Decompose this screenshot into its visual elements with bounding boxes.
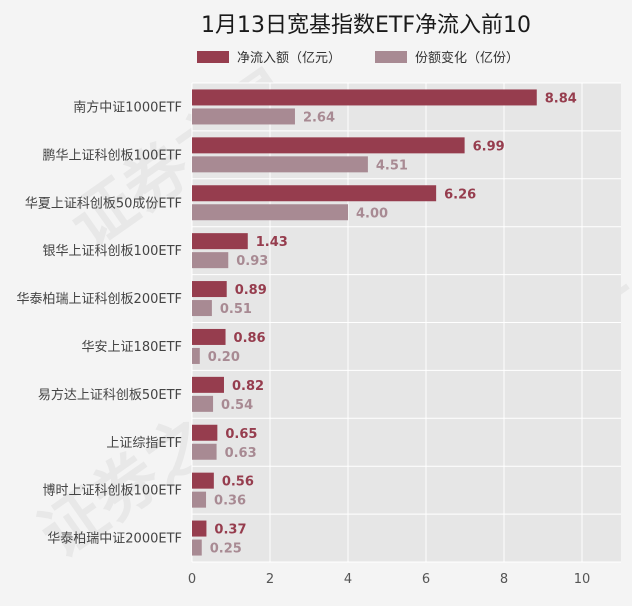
- category-label: 上证综指ETF: [106, 436, 182, 451]
- category-label: 华泰柏瑞中证2000ETF: [47, 532, 182, 547]
- data-label-net-inflow: 6.99: [473, 139, 505, 154]
- category-label: 南方中证1000ETF: [73, 99, 182, 115]
- data-label-share-change: 0.25: [210, 542, 242, 557]
- x-axis-ticks: 0 2 4 6 8 10: [188, 572, 590, 587]
- data-label-share-change: 0.36: [214, 494, 246, 509]
- data-label-net-inflow: 0.37: [214, 523, 246, 538]
- x-tick-label: 0: [188, 572, 196, 587]
- legend-label-net-inflow: 净流入额（亿元）: [237, 51, 341, 66]
- bar-net-inflow: [192, 376, 224, 393]
- bar-net-inflow: [192, 89, 537, 106]
- data-label-net-inflow: 6.26: [444, 187, 476, 202]
- x-tick-label: 4: [344, 572, 352, 587]
- data-label-net-inflow: 0.82: [232, 379, 264, 394]
- category-label: 银华上证科创板100ETF: [43, 244, 182, 259]
- category-labels: 南方中证1000ETF 鹏华上证科创板100ETF 华夏上证科创板50成份ETF 银华…: [17, 99, 182, 546]
- bars: [192, 89, 537, 556]
- legend-swatch-net-inflow: [197, 51, 229, 63]
- data-label-net-inflow: 0.56: [222, 475, 254, 490]
- bar-share-change: [192, 443, 217, 460]
- bar-share-change: [192, 347, 200, 364]
- data-label-share-change: 0.54: [221, 398, 253, 413]
- bar-net-inflow: [192, 472, 214, 489]
- bar-net-inflow: [192, 424, 218, 441]
- data-label-share-change: 2.64: [303, 110, 335, 125]
- legend: 净流入额（亿元） 份额变化（亿份）: [197, 50, 519, 66]
- bar-net-inflow: [192, 281, 227, 298]
- bar-share-change: [192, 156, 368, 173]
- data-label-share-change: 0.63: [225, 446, 257, 461]
- legend-label-share-change: 份额变化（亿份）: [415, 50, 519, 66]
- x-tick-label: 10: [574, 572, 591, 587]
- category-label: 鹏华上证科创板100ETF: [43, 148, 182, 163]
- x-tick-label: 8: [500, 572, 508, 587]
- data-label-share-change: 0.51: [220, 302, 252, 317]
- data-label-net-inflow: 0.65: [225, 427, 257, 442]
- data-label-share-change: 4.51: [376, 158, 408, 173]
- bar-share-change: [192, 204, 348, 221]
- data-label-share-change: 4.00: [356, 206, 388, 221]
- bar-share-change: [192, 300, 212, 317]
- bar-net-inflow: [192, 137, 465, 154]
- data-label-net-inflow: 0.89: [235, 283, 267, 298]
- bar-share-change: [192, 539, 202, 556]
- x-tick-label: 6: [422, 572, 430, 587]
- gridlines: [191, 82, 621, 563]
- legend-swatch-share-change: [375, 51, 407, 63]
- bar-net-inflow: [192, 328, 226, 345]
- category-label: 博时上证科创板100ETF: [43, 484, 182, 499]
- category-label: 华安上证180ETF: [82, 340, 182, 355]
- bar-net-inflow: [192, 185, 437, 202]
- bar-share-change: [192, 252, 229, 269]
- data-label-net-inflow: 8.84: [545, 91, 577, 106]
- data-label-net-inflow: 1.43: [256, 235, 288, 250]
- category-label: 华泰柏瑞上证科创板200ETF: [17, 292, 182, 307]
- chart-title: 1月13日宽基指数ETF净流入前10: [201, 13, 531, 38]
- category-label: 华夏上证科创板50成份ETF: [25, 196, 182, 211]
- bar-share-change: [192, 395, 214, 412]
- bar-share-change: [192, 108, 295, 125]
- bar-net-inflow: [192, 233, 248, 250]
- bar-share-change: [192, 491, 207, 508]
- data-label-net-inflow: 0.86: [234, 331, 266, 346]
- data-label-share-change: 0.20: [208, 350, 240, 365]
- data-label-share-change: 0.93: [236, 254, 268, 269]
- bar-net-inflow: [192, 520, 207, 537]
- value-labels: 8.84 2.64 6.99 4.51 6.26 4.00 1.43 0.93 0.89 0.51…: [208, 91, 577, 556]
- x-tick-label: 2: [266, 572, 274, 587]
- category-label: 易方达上证科创板50ETF: [38, 387, 182, 403]
